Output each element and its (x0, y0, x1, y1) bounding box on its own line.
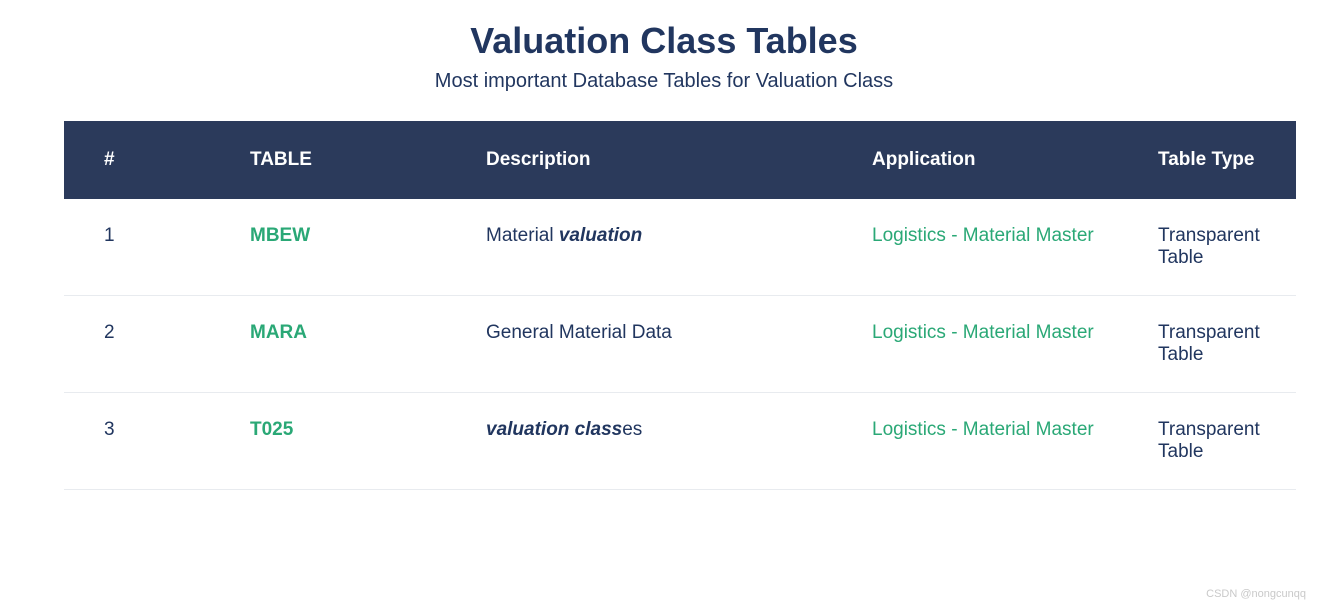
table-row: 2 MARA General Material Data Logistics -… (64, 296, 1296, 393)
cell-application[interactable]: Logistics - Material Master (854, 393, 1140, 490)
cell-table-type: Transparent Table (1140, 393, 1296, 490)
col-table-type: Table Type (1140, 121, 1296, 199)
cell-number: 3 (64, 393, 232, 490)
col-application: Application (854, 121, 1140, 199)
cell-number: 2 (64, 296, 232, 393)
cell-application[interactable]: Logistics - Material Master (854, 296, 1140, 393)
table-row: 3 T025 valuation classes Logistics - Mat… (64, 393, 1296, 490)
table-name-link[interactable]: T025 (250, 419, 293, 440)
page-subtitle: Most important Database Tables for Valua… (64, 70, 1264, 93)
table-name-link[interactable]: MARA (250, 322, 307, 343)
cell-table-name[interactable]: MARA (232, 296, 468, 393)
application-link[interactable]: Logistics - Material Master (872, 419, 1094, 440)
col-description: Description (468, 121, 854, 199)
application-link[interactable]: Logistics - Material Master (872, 322, 1094, 343)
col-table: TABLE (232, 121, 468, 199)
table-body: 1 MBEW Material valuation Logistics - Ma… (64, 199, 1296, 490)
cell-table-name[interactable]: MBEW (232, 199, 468, 296)
cell-table-name[interactable]: T025 (232, 393, 468, 490)
table-row: 1 MBEW Material valuation Logistics - Ma… (64, 199, 1296, 296)
cell-description: General Material Data (468, 296, 854, 393)
cell-application[interactable]: Logistics - Material Master (854, 199, 1140, 296)
cell-description: Material valuation (468, 199, 854, 296)
table-name-link[interactable]: MBEW (250, 225, 310, 246)
valuation-tables-table: # TABLE Description Application Table Ty… (64, 121, 1296, 490)
table-header-row: # TABLE Description Application Table Ty… (64, 121, 1296, 199)
cell-number: 1 (64, 199, 232, 296)
col-number: # (64, 121, 232, 199)
page-title: Valuation Class Tables (64, 20, 1264, 62)
cell-table-type: Transparent Table (1140, 296, 1296, 393)
cell-description: valuation classes (468, 393, 854, 490)
application-link[interactable]: Logistics - Material Master (872, 225, 1094, 246)
watermark-text: CSDN @nongcunqq (1206, 588, 1306, 600)
page-container: Valuation Class Tables Most important Da… (64, 0, 1264, 490)
cell-table-type: Transparent Table (1140, 199, 1296, 296)
